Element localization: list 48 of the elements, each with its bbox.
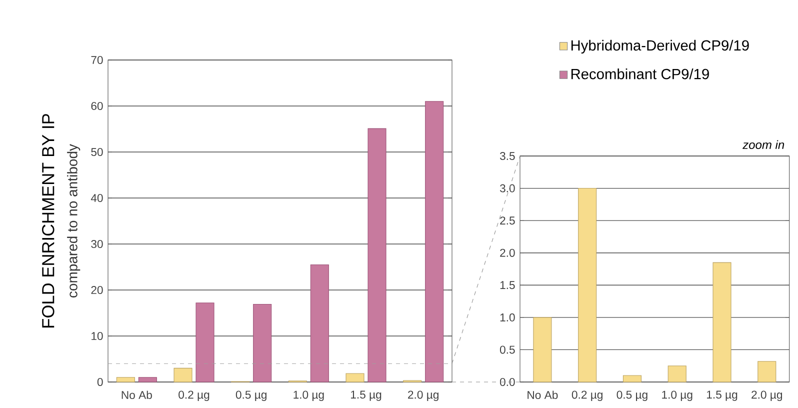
x-tick-label: 1.5 µg bbox=[706, 390, 738, 401]
y-tick-label: 30 bbox=[91, 240, 103, 248]
y-tick-label: 3.5 bbox=[500, 152, 515, 160]
legend-label: Hybridoma-Derived CP9/19 bbox=[571, 40, 749, 54]
x-tick-label: 1.0 µg bbox=[294, 390, 324, 401]
bar bbox=[116, 377, 135, 382]
y-tick-label: 20 bbox=[91, 286, 103, 294]
y-tick-label: 3.0 bbox=[500, 184, 515, 192]
y-tick-label: 10 bbox=[92, 332, 103, 340]
y-tick-label: 40 bbox=[90, 194, 103, 202]
x-tick-label: 0.5 µg bbox=[236, 390, 266, 401]
y-tick-label: 70 bbox=[91, 56, 103, 64]
bar bbox=[578, 188, 597, 382]
y-axis-title: FOLD ENRICHMENT BY IP bbox=[42, 114, 54, 328]
y-tick-label: 0.0 bbox=[500, 378, 515, 386]
y-tick-label: 1.5 bbox=[500, 281, 515, 290]
y-tick-label: 2.0 bbox=[500, 248, 515, 257]
x-tick-label: No Ab bbox=[122, 390, 152, 400]
bar bbox=[622, 375, 642, 382]
bar bbox=[425, 101, 444, 382]
x-tick-label: 1.5 µg bbox=[350, 390, 382, 401]
y-tick-label: 0 bbox=[97, 378, 103, 386]
y-tick-label: 60 bbox=[91, 102, 103, 110]
y-tick-label: 1.0 bbox=[500, 313, 515, 322]
bar bbox=[253, 304, 272, 382]
bar bbox=[346, 373, 364, 382]
bar bbox=[668, 366, 686, 382]
x-tick-label: 0.2 µg bbox=[178, 390, 210, 401]
bar bbox=[310, 264, 329, 382]
bar bbox=[368, 128, 386, 382]
y-tick-label: 50 bbox=[91, 148, 103, 156]
y-tick-label: 2.5 bbox=[500, 216, 515, 225]
x-tick-label: 2.0 µg bbox=[752, 390, 782, 401]
x-tick-label: 0.5 µg bbox=[616, 390, 648, 401]
bar bbox=[758, 361, 776, 382]
y-tick-label: 0.5 bbox=[500, 346, 515, 354]
x-tick-label: 2.0 µg bbox=[408, 390, 438, 401]
bar bbox=[712, 262, 732, 382]
x-tick-label: 1.0 µg bbox=[662, 390, 692, 401]
bar bbox=[138, 377, 157, 382]
text: zoom in bbox=[742, 140, 784, 150]
bar bbox=[533, 317, 552, 382]
x-tick-label: No Ab bbox=[528, 390, 558, 400]
bar bbox=[174, 368, 192, 382]
x-tick-label: 0.2 µg bbox=[572, 390, 602, 401]
legend-label: Recombinant CP9/19 bbox=[571, 68, 709, 80]
bar bbox=[196, 302, 214, 382]
text: compared to no antibody bbox=[67, 144, 80, 298]
